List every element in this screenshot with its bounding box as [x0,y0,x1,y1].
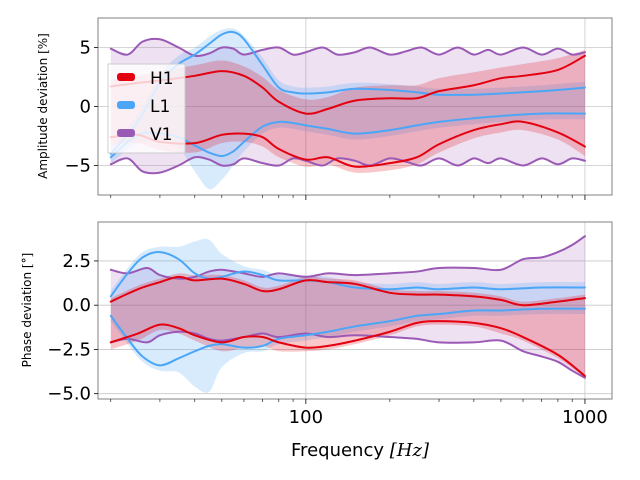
amplitude-panel: 5 0 −5 Amplitude deviation [%] H1 L1 V1 [36,17,613,200]
series-line-l1-lower [109,112,586,159]
band-l1 [110,238,585,393]
x-axis-label: Frequency [Hz] [291,440,430,461]
y-tick-label: 0.0 [62,295,91,316]
series-line-v1-upper [109,235,586,280]
legend: H1 L1 V1 [107,63,186,154]
band-h1 [110,49,585,173]
legend-swatch-h1 [117,73,135,81]
band-l1 [110,28,585,190]
legend-label-l1: L1 [150,97,170,117]
series-line-h1-lower [109,120,586,168]
legend-label-v1: V1 [150,125,172,145]
legend-swatch-v1 [117,129,135,137]
legend-label-h1: H1 [150,69,174,89]
phase-y-axis-label: Phase deviation [°] [20,253,34,368]
series-line-h1-upper [109,275,586,307]
x-tick-label: 100 [289,407,323,428]
series-line-l1-upper [109,251,586,298]
phase-panel: 2.5 0.0 −2.5 −5.0 100 1000 Phase deviation [°… [20,221,613,428]
series-line-l1-lower [109,307,586,367]
y-tick-label: −2.5 [47,339,91,360]
y-tick-label: −5.0 [47,384,91,405]
y-tick-label: 0 [80,97,91,118]
legend-swatch-l1 [117,101,135,109]
phase-ticks: 2.5 0.0 −2.5 −5.0 100 1000 [47,251,608,428]
band-h1 [110,273,585,378]
x-tick-label: 1000 [562,407,608,428]
series-line-h1-upper [109,54,586,115]
series-line-v1-lower [109,156,586,175]
series-line-v1-lower [109,330,586,379]
y-tick-label: 5 [80,38,91,59]
series-line-l1-upper [109,30,586,155]
phase-axes-frame [97,221,613,400]
y-tick-label: 2.5 [62,251,91,272]
amplitude-ticks: 5 0 −5 [64,38,586,200]
series-line-h1-lower [109,320,586,377]
phase-lines [109,235,586,379]
amplitude-lines [109,30,586,175]
amplitude-y-axis-label: Amplitude deviation [%] [36,33,50,179]
y-tick-label: −5 [64,156,91,177]
